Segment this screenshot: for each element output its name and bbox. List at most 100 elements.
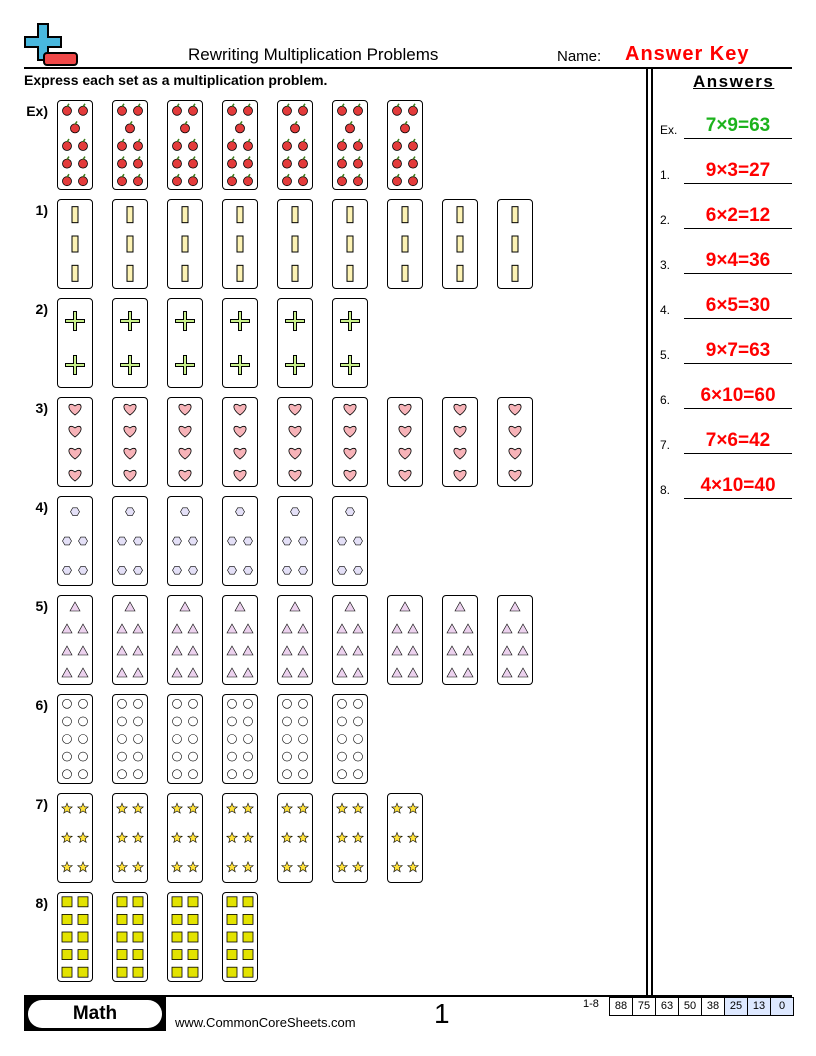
triangle-icon (352, 623, 364, 634)
circle-icon (298, 716, 308, 727)
subject-label: Math (28, 1000, 162, 1028)
answer-text: 6×10=60 (700, 385, 776, 406)
star-icon (390, 860, 404, 873)
group-card (332, 694, 368, 784)
star-icon (390, 802, 404, 814)
page-number: 1 (434, 998, 450, 1029)
triangle-icon (281, 645, 293, 656)
problem-label: 4) (35, 499, 48, 515)
heart-icon (398, 447, 412, 460)
answer-line (684, 498, 792, 499)
apple-icon (345, 120, 355, 134)
bar-icon (181, 206, 189, 224)
apple-icon (133, 138, 143, 151)
bar-icon (181, 264, 189, 282)
square-icon (171, 966, 183, 978)
circle-icon (353, 699, 363, 709)
square-icon (242, 949, 254, 960)
hexagon-icon (243, 536, 253, 546)
bar-icon (236, 264, 244, 282)
star-icon (390, 831, 404, 844)
heart-icon (233, 403, 247, 416)
heart-icon (68, 447, 82, 460)
group-card (277, 694, 313, 784)
heart-icon (68, 403, 82, 416)
triangle-icon (462, 623, 474, 634)
triangle-icon (352, 645, 364, 656)
apple-icon (392, 138, 402, 151)
star-icon (60, 831, 74, 844)
bar-icon (456, 264, 464, 282)
square-icon (132, 896, 144, 908)
bar-icon (126, 206, 134, 224)
triangle-icon (509, 601, 521, 612)
star-icon (76, 802, 90, 814)
triangle-icon (77, 623, 89, 634)
apple-icon (62, 103, 72, 116)
hexagon-icon (133, 536, 143, 546)
hexagon-icon (188, 536, 198, 546)
triangle-icon (179, 601, 191, 612)
square-icon (116, 949, 128, 960)
group-card (167, 496, 203, 586)
plus-icon (230, 311, 250, 331)
bar-icon (401, 264, 409, 282)
star-icon (170, 831, 184, 844)
group-card (387, 793, 423, 883)
plus-icon (230, 355, 250, 375)
triangle-icon (132, 667, 144, 678)
heart-icon (343, 447, 357, 460)
bar-icon (291, 206, 299, 224)
square-icon (61, 896, 73, 908)
circle-icon (117, 734, 127, 744)
hexagon-icon (62, 566, 72, 575)
hexagon-icon (337, 566, 347, 575)
triangle-icon (399, 601, 411, 612)
group-card (167, 694, 203, 784)
star-icon (351, 860, 365, 873)
triangle-icon (281, 667, 293, 678)
group-card (57, 892, 93, 982)
score-cell: 38 (701, 998, 724, 1015)
answer-row: 8. 4×10=40 (660, 454, 792, 499)
apple-icon (298, 103, 308, 116)
name-label: Name: (557, 48, 602, 65)
triangle-icon (61, 667, 73, 678)
triangle-icon (116, 645, 128, 656)
square-icon (242, 913, 254, 925)
triangle-icon (242, 667, 254, 678)
triangle-icon (289, 601, 301, 612)
circle-icon (243, 769, 253, 779)
triangle-icon (391, 623, 403, 634)
worksheet-title: Rewriting Multiplication Problems (188, 45, 439, 64)
answer-line (684, 408, 792, 409)
circle-icon (188, 716, 198, 727)
answer-number: 1. (660, 168, 671, 182)
square-icon (116, 896, 128, 908)
group-card (112, 100, 148, 190)
group-card (57, 595, 93, 685)
star-icon (335, 860, 349, 873)
bar-icon (236, 206, 244, 224)
bar-icon (401, 206, 409, 224)
heart-icon (123, 403, 137, 416)
answer-row: 2. 6×2=12 (660, 184, 792, 229)
heart-icon (288, 403, 302, 416)
apple-icon (117, 103, 127, 116)
apple-icon (282, 138, 292, 151)
apple-icon (180, 120, 190, 134)
answer-number: 5. (660, 348, 671, 362)
apple-icon (392, 173, 402, 187)
apple-icon (298, 156, 308, 169)
group-card (332, 496, 368, 586)
group-card (277, 595, 313, 685)
triangle-icon (517, 667, 529, 678)
square-icon (171, 931, 183, 943)
square-icon (226, 896, 238, 908)
heart-icon (123, 425, 137, 438)
problem-label: 1) (35, 202, 48, 218)
score-table: 88 75 63 50 38 25 13 0 (609, 997, 794, 1016)
heart-icon (68, 425, 82, 438)
group-card (387, 397, 423, 487)
triangle-icon (501, 667, 513, 678)
